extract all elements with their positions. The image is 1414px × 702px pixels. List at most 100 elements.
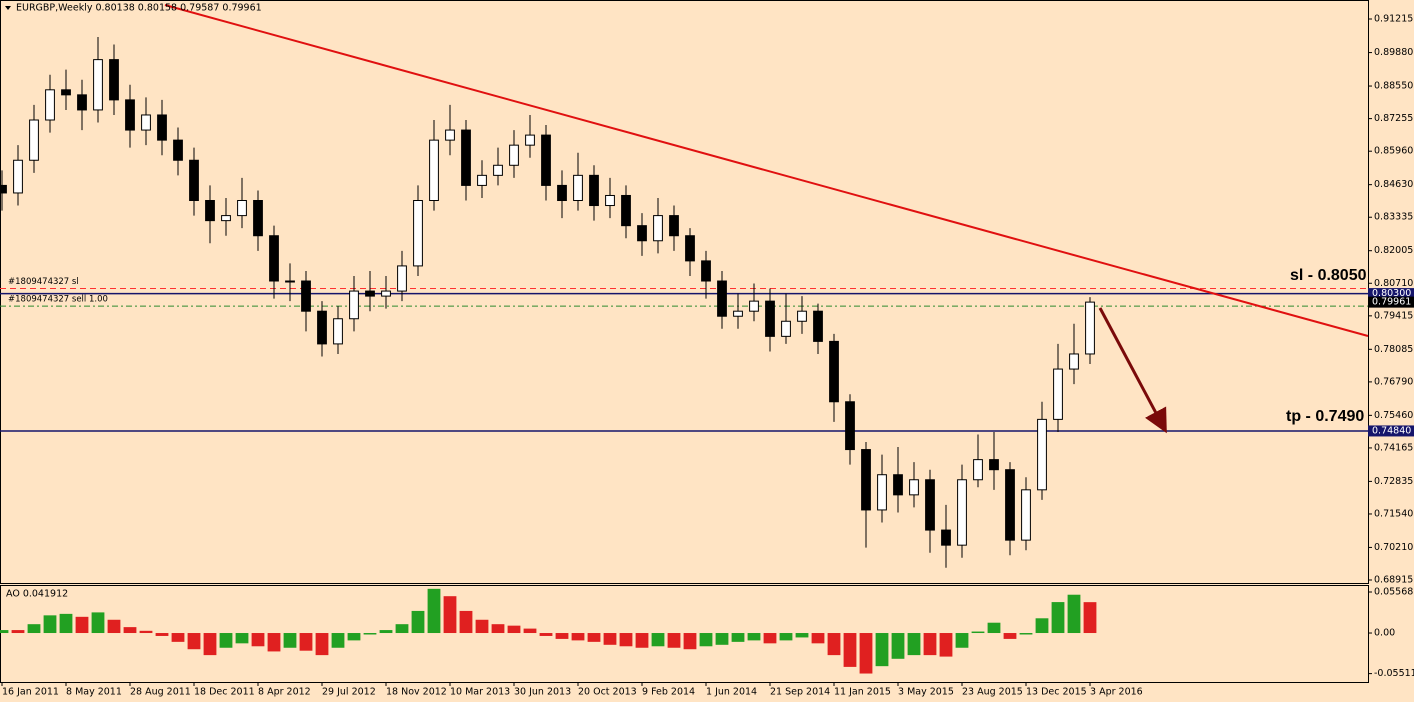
- sl-annotation: sl - 0.8050: [1290, 267, 1367, 284]
- candle-body: [541, 134, 551, 186]
- y-tick-label: 0.89880: [1374, 47, 1413, 58]
- y-tick-label: 0.83335: [1374, 212, 1413, 223]
- order-label: #1809474327 sl: [8, 277, 79, 287]
- trend-line: [164, 4, 1369, 337]
- candle-body: [397, 265, 407, 292]
- ao-bar: [1083, 602, 1097, 634]
- candle-body: [109, 59, 119, 101]
- ao-bar: [347, 633, 361, 641]
- candle-body: [525, 134, 535, 146]
- ao-bar: [427, 588, 441, 634]
- candle-body: [861, 449, 871, 511]
- ao-bar: [683, 633, 697, 650]
- candle-body: [909, 479, 919, 496]
- candle-body: [877, 474, 887, 511]
- ao-bar: [731, 633, 745, 642]
- price-panel: [0, 0, 1369, 584]
- y-tick-label: 0.72835: [1374, 476, 1413, 487]
- indicator-tick-label: -0.05511: [1374, 668, 1414, 679]
- x-tick-label: 21 Sep 2014: [770, 687, 830, 698]
- ao-bar: [155, 633, 169, 636]
- candle-body: [29, 119, 39, 161]
- level-tag: [1368, 425, 1414, 437]
- ao-bar: [139, 630, 153, 634]
- y-tick-label: 0.71540: [1374, 508, 1413, 519]
- x-tick-label: 10 Mar 2013: [450, 687, 510, 698]
- indicator-panel: [0, 585, 1369, 683]
- candle-body: [573, 174, 583, 202]
- y-tick-label: 0.76790: [1374, 376, 1413, 387]
- ao-bar: [171, 633, 185, 642]
- x-tick-label: 3 May 2015: [898, 687, 954, 698]
- ao-bar: [379, 630, 393, 634]
- ao-bar: [651, 633, 665, 647]
- candle-body: [797, 310, 807, 322]
- candle-body: [333, 318, 343, 345]
- ao-bar: [91, 612, 105, 634]
- candle-body: [13, 159, 23, 194]
- candle-body: [157, 114, 167, 141]
- ao-bar: [571, 633, 585, 641]
- level-label: 0.74840: [1372, 425, 1411, 436]
- ao-bar: [971, 631, 985, 634]
- level-tag: [1368, 288, 1414, 300]
- candle-body: [317, 310, 327, 345]
- ao-bar: [699, 633, 713, 647]
- ao-bar: [859, 633, 873, 674]
- x-tick-label: 16 Jan 2011: [2, 687, 59, 698]
- x-tick-label: 18 Dec 2011: [194, 687, 255, 698]
- ao-bar: [827, 633, 841, 656]
- order-label: #1809474327 sell 1.00: [8, 295, 108, 305]
- level-label: 0.79961: [1372, 297, 1411, 308]
- y-tick-label: 0.78085: [1374, 344, 1413, 355]
- ao-bar: [251, 633, 265, 647]
- ao-bar: [475, 619, 489, 634]
- y-tick-label: 0.70210: [1374, 542, 1413, 553]
- y-tick-label: 0.79415: [1374, 310, 1413, 321]
- x-tick-label: 8 Apr 2012: [258, 687, 311, 698]
- ao-bar: [539, 633, 553, 636]
- y-tick-label: 0.87255: [1374, 113, 1413, 124]
- y-tick-label: 0.80710: [1374, 278, 1413, 289]
- indicator-tick-label: 0.00: [1374, 628, 1395, 639]
- ao-bar: [603, 633, 617, 645]
- candle-body: [141, 114, 151, 131]
- direction-arrow: [1098, 307, 1167, 434]
- ao-bar: [331, 633, 345, 648]
- ao-bar: [187, 633, 201, 650]
- candle-body: [1085, 301, 1095, 355]
- candle-body: [493, 164, 503, 176]
- ao-bar: [523, 628, 537, 634]
- candle-body: [589, 174, 599, 207]
- candle-body: [845, 401, 855, 451]
- tp-annotation: tp - 0.7490: [1286, 408, 1364, 425]
- candle-body: [557, 184, 567, 202]
- candle-body: [669, 215, 679, 237]
- ao-bar: [491, 624, 505, 634]
- x-tick-label: 29 Jul 2012: [322, 687, 376, 698]
- ao-bar: [107, 619, 121, 634]
- ao-bar: [267, 633, 281, 652]
- indicator-tick-label: 0.055687: [1374, 587, 1414, 598]
- x-tick-label: 3 Apr 2016: [1090, 687, 1143, 698]
- candle-body: [125, 99, 135, 131]
- x-tick-label: 11 Jan 2015: [834, 687, 891, 698]
- candle-body: [205, 200, 215, 222]
- ao-bar: [923, 633, 937, 656]
- candle-body: [509, 144, 519, 166]
- ao-bar: [299, 633, 313, 651]
- x-tick-label: 20 Oct 2013: [578, 687, 637, 698]
- ao-bar: [891, 633, 905, 659]
- candle-body: [621, 194, 631, 227]
- y-tick-label: 0.74165: [1374, 442, 1413, 453]
- candle-body: [637, 225, 647, 242]
- candle-body: [781, 320, 791, 337]
- candle-body: [1053, 368, 1063, 420]
- ao-bar: [59, 613, 73, 634]
- ao-bar: [395, 624, 409, 634]
- candle-body: [173, 139, 183, 161]
- ao-bar: [203, 633, 217, 656]
- candle-body: [429, 139, 439, 202]
- candle-body: [253, 200, 263, 237]
